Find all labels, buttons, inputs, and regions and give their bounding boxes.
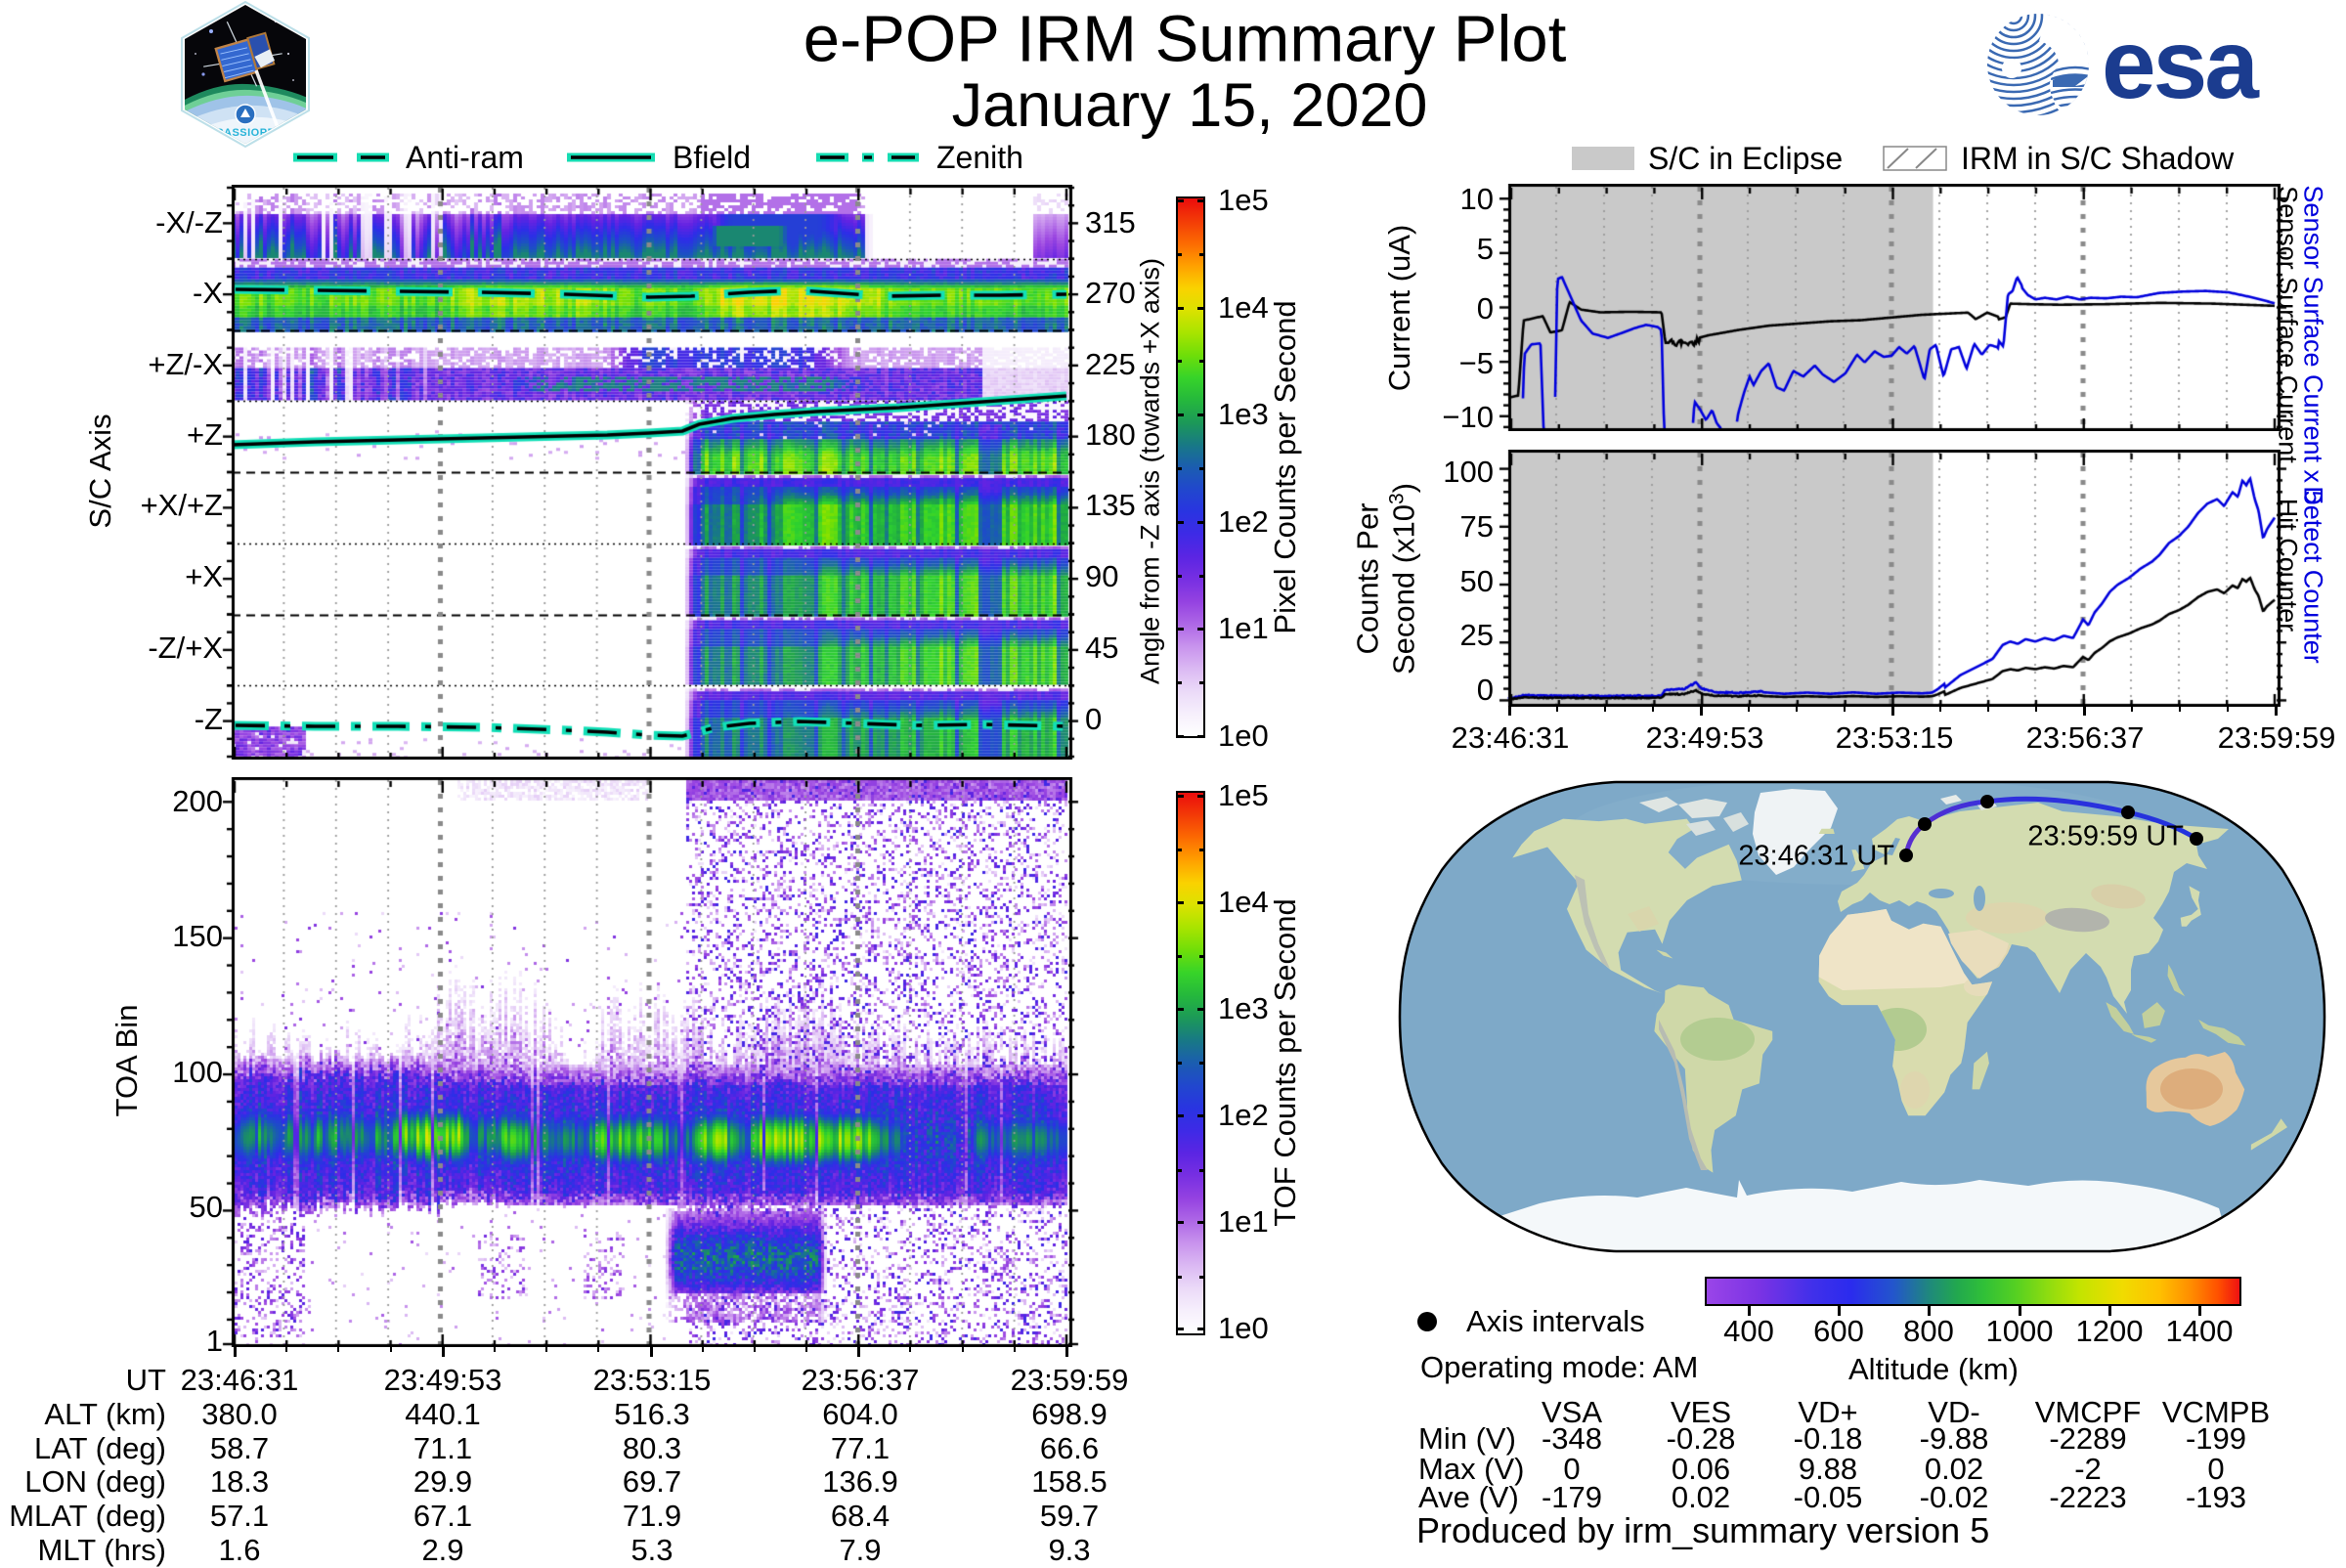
svg-text:Bfield: Bfield bbox=[673, 143, 751, 172]
svg-text:IRM in S/C Shadow: IRM in S/C Shadow bbox=[1961, 143, 2235, 174]
svg-text:Anti-ram: Anti-ram bbox=[406, 143, 524, 172]
svg-text:S/C in Eclipse: S/C in Eclipse bbox=[1648, 143, 1843, 174]
svg-text:esa: esa bbox=[2102, 10, 2260, 117]
svg-text:Zenith: Zenith bbox=[936, 143, 1023, 172]
